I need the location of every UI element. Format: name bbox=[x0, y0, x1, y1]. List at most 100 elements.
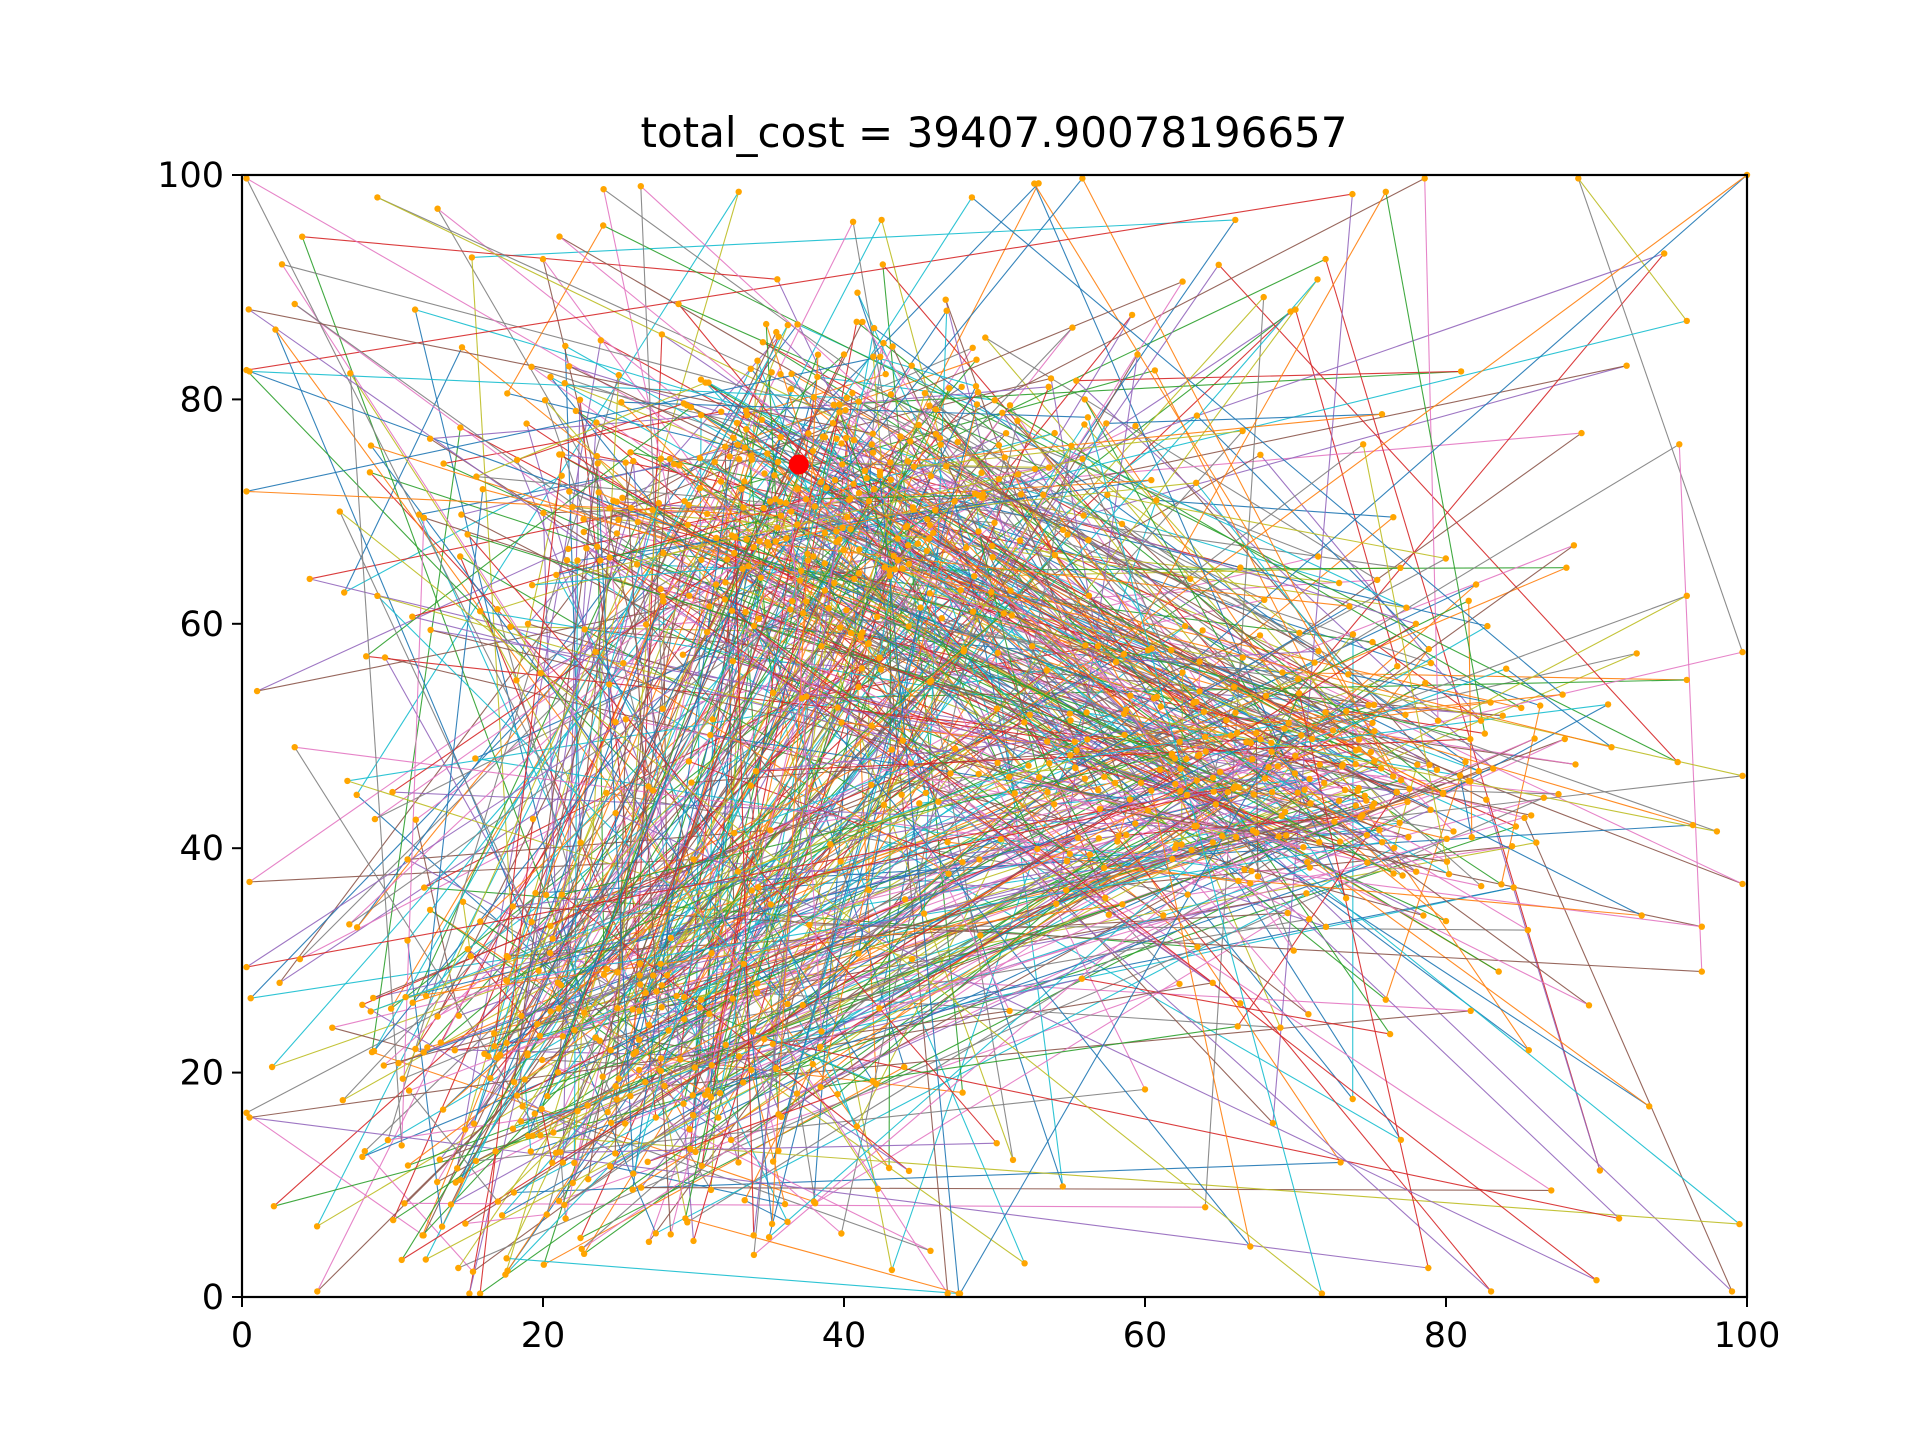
route-node bbox=[550, 1129, 557, 1136]
route-node bbox=[622, 459, 629, 466]
route-edge bbox=[532, 507, 632, 820]
route-node bbox=[847, 525, 854, 533]
route-node bbox=[655, 499, 662, 507]
route-node bbox=[1179, 669, 1186, 676]
route-node bbox=[782, 499, 790, 507]
route-node bbox=[1082, 642, 1089, 649]
route-edge bbox=[442, 832, 735, 1110]
route-node bbox=[713, 534, 720, 542]
route-node bbox=[774, 458, 782, 466]
route-node bbox=[803, 598, 810, 605]
route-node bbox=[1475, 767, 1483, 775]
route-node bbox=[788, 370, 795, 377]
route-edge bbox=[806, 494, 979, 500]
route-node bbox=[1608, 744, 1615, 751]
route-node bbox=[1314, 553, 1322, 560]
route-node bbox=[659, 593, 666, 600]
route-node bbox=[1223, 717, 1230, 724]
route-edge bbox=[425, 489, 484, 997]
route-node bbox=[1369, 638, 1376, 646]
route-node bbox=[1638, 912, 1645, 919]
route-edge bbox=[765, 324, 778, 528]
route-node bbox=[902, 523, 910, 531]
route-edge bbox=[744, 1199, 788, 1223]
route-node bbox=[1172, 780, 1179, 788]
route-node bbox=[1234, 1023, 1241, 1030]
route-node bbox=[402, 993, 409, 1001]
route-edge bbox=[437, 208, 619, 521]
route-node bbox=[521, 1076, 528, 1083]
route-node bbox=[734, 441, 741, 448]
route-edge bbox=[1362, 444, 1450, 875]
route-node bbox=[735, 1053, 743, 1060]
route-edge bbox=[607, 481, 822, 1113]
route-node bbox=[1051, 801, 1058, 808]
route-node bbox=[1071, 738, 1078, 746]
route-edge bbox=[460, 549, 844, 1181]
route-edge bbox=[349, 373, 879, 1190]
route-node bbox=[518, 1012, 525, 1019]
route-node bbox=[670, 460, 678, 468]
route-node bbox=[839, 461, 846, 468]
route-node bbox=[843, 606, 850, 614]
route-node bbox=[752, 768, 760, 775]
route-node bbox=[774, 276, 781, 283]
route-node bbox=[1261, 775, 1269, 782]
route-edge bbox=[814, 310, 948, 507]
route-node bbox=[1370, 701, 1378, 708]
route-node bbox=[1457, 368, 1465, 375]
route-edge bbox=[1197, 703, 1609, 757]
route-edge bbox=[425, 356, 881, 1260]
route-node bbox=[585, 1176, 592, 1183]
route-node bbox=[359, 1153, 366, 1161]
route-node bbox=[887, 476, 895, 483]
route-edge bbox=[645, 436, 782, 625]
route-edge bbox=[1577, 178, 1688, 322]
route-node bbox=[768, 369, 775, 376]
route-node bbox=[459, 898, 467, 905]
route-node bbox=[1294, 789, 1301, 796]
route-node bbox=[982, 334, 989, 341]
route-node bbox=[339, 1097, 346, 1104]
route-edge bbox=[577, 815, 1282, 1112]
route-edge bbox=[581, 847, 1176, 1250]
route-node bbox=[384, 1136, 392, 1144]
route-node bbox=[1045, 464, 1053, 471]
route-node bbox=[1103, 420, 1110, 427]
route-node bbox=[584, 1102, 591, 1109]
route-node bbox=[1341, 786, 1349, 794]
route-node bbox=[731, 829, 738, 837]
route-node bbox=[663, 972, 671, 979]
route-node bbox=[363, 653, 370, 660]
route-node bbox=[653, 988, 660, 995]
route-edge bbox=[660, 963, 788, 1223]
route-node bbox=[1202, 1204, 1209, 1211]
route-node bbox=[1084, 736, 1091, 743]
route-node bbox=[717, 478, 725, 485]
route-node bbox=[749, 1028, 756, 1035]
route-node bbox=[1096, 805, 1104, 813]
route-node bbox=[685, 758, 693, 765]
route-node bbox=[1047, 375, 1055, 382]
route-node bbox=[1025, 762, 1032, 769]
route-node bbox=[1239, 427, 1246, 435]
route-node bbox=[1063, 886, 1070, 894]
route-node bbox=[1412, 620, 1420, 627]
route-node bbox=[1403, 604, 1410, 611]
route-edge bbox=[837, 707, 1075, 743]
route-node bbox=[1355, 736, 1363, 743]
route-node bbox=[816, 1043, 824, 1051]
route-node bbox=[1036, 774, 1043, 781]
route-edge bbox=[473, 502, 660, 1124]
route-node bbox=[708, 950, 715, 957]
route-edge bbox=[248, 308, 874, 435]
start-node bbox=[788, 454, 809, 475]
route-node bbox=[1512, 823, 1520, 830]
route-edge bbox=[550, 595, 1687, 1012]
route-edge bbox=[889, 567, 1567, 571]
route-node bbox=[799, 1001, 806, 1009]
route-edge bbox=[994, 399, 1300, 634]
route-node bbox=[959, 1089, 966, 1096]
route-node bbox=[859, 629, 866, 636]
route-node bbox=[1490, 765, 1497, 772]
